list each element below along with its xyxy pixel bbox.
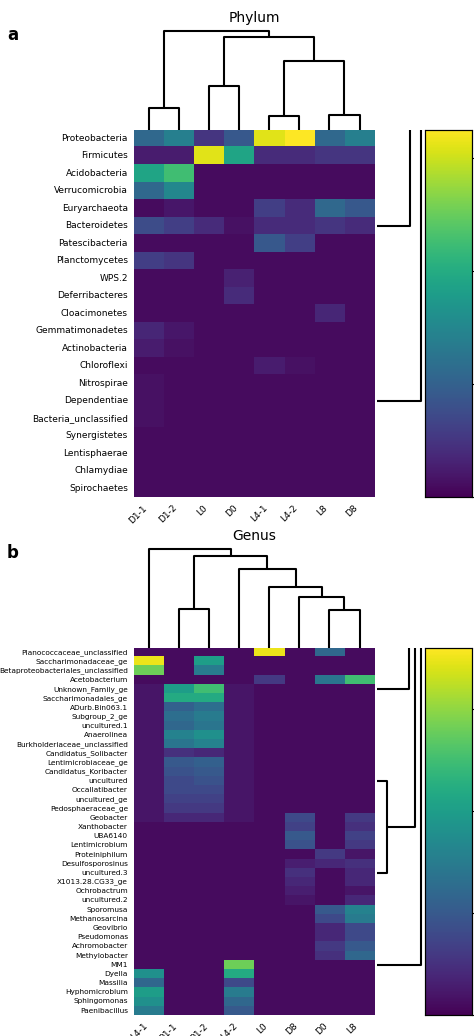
- Text: a: a: [7, 26, 18, 44]
- Title: Genus: Genus: [232, 529, 276, 543]
- Title: Phylum: Phylum: [228, 10, 280, 25]
- Text: b: b: [7, 544, 19, 563]
